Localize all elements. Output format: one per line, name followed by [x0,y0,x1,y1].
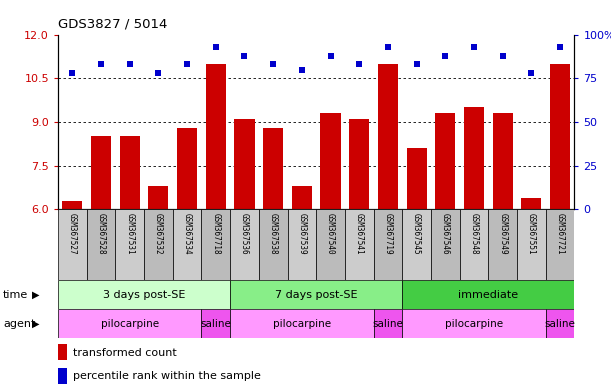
Text: GSM367528: GSM367528 [97,213,106,255]
Bar [87,209,115,280]
Bar [259,209,288,280]
Bar [321,113,340,209]
Bar [492,113,513,209]
Point [555,44,565,50]
Bar [120,136,140,209]
Text: GSM367551: GSM367551 [527,213,536,255]
Bar [148,186,169,209]
Bar [292,186,312,209]
Bar [546,209,574,280]
Text: GSM367527: GSM367527 [68,213,77,255]
Bar [402,280,574,309]
Point [182,61,192,67]
Text: pilocarpine: pilocarpine [445,318,503,329]
Text: pilocarpine: pilocarpine [101,318,159,329]
Bar [202,309,230,338]
Bar [58,280,230,309]
Bar [546,309,574,338]
Text: 3 days post-SE: 3 days post-SE [103,290,185,300]
Bar [373,209,402,280]
Bar [316,209,345,280]
Text: saline: saline [373,318,403,329]
Text: agent: agent [3,318,35,329]
Bar [58,344,67,360]
Bar [288,209,316,280]
Text: transformed count: transformed count [73,348,176,358]
Text: GSM367534: GSM367534 [183,213,192,255]
Bar [263,128,284,209]
Text: GSM367539: GSM367539 [298,213,306,255]
Bar [378,64,398,209]
Bar [202,209,230,280]
Bar [58,368,67,384]
Bar [177,128,197,209]
Text: 7 days post-SE: 7 days post-SE [275,290,357,300]
Bar [206,64,226,209]
Bar [402,309,546,338]
Text: pilocarpine: pilocarpine [273,318,331,329]
Point [125,61,134,67]
Text: ▶: ▶ [32,290,39,300]
Bar [58,209,87,280]
Text: GSM367546: GSM367546 [441,213,450,255]
Point [354,61,364,67]
Bar [488,209,517,280]
Point [211,44,221,50]
Text: GSM367538: GSM367538 [269,213,277,255]
Text: GSM367721: GSM367721 [555,213,565,255]
Bar [435,113,455,209]
Text: GSM367548: GSM367548 [469,213,478,255]
Text: GSM367545: GSM367545 [412,213,421,255]
Bar [345,209,373,280]
Bar [464,108,484,209]
Bar [144,209,173,280]
Bar [91,136,111,209]
Point [441,53,450,59]
Point [297,66,307,73]
Bar [62,200,82,209]
Bar [58,309,202,338]
Text: percentile rank within the sample: percentile rank within the sample [73,371,260,381]
Point [67,70,77,76]
Bar [431,209,459,280]
Bar [173,209,202,280]
Text: GSM367532: GSM367532 [154,213,163,255]
Text: GSM367536: GSM367536 [240,213,249,255]
Point [498,53,508,59]
Bar [406,148,426,209]
Bar [517,209,546,280]
Text: immediate: immediate [458,290,518,300]
Point [240,53,249,59]
Point [469,44,479,50]
Bar [373,309,402,338]
Point [527,70,536,76]
Point [153,70,163,76]
Text: GSM367719: GSM367719 [383,213,392,255]
Bar [235,119,255,209]
Text: GSM367549: GSM367549 [498,213,507,255]
Point [268,61,278,67]
Bar [550,64,570,209]
Text: GSM367540: GSM367540 [326,213,335,255]
Text: saline: saline [544,318,576,329]
Bar [230,280,402,309]
Text: time: time [3,290,28,300]
Point [412,61,422,67]
Bar [230,309,373,338]
Bar [230,209,259,280]
Bar [115,209,144,280]
Point [326,53,335,59]
Text: GDS3827 / 5014: GDS3827 / 5014 [58,17,167,30]
Point [96,61,106,67]
Text: GSM367531: GSM367531 [125,213,134,255]
Bar [402,209,431,280]
Text: ▶: ▶ [32,318,39,329]
Bar [349,119,369,209]
Text: GSM367541: GSM367541 [355,213,364,255]
Bar [459,209,488,280]
Text: GSM367718: GSM367718 [211,213,221,255]
Point [383,44,393,50]
Text: saline: saline [200,318,231,329]
Bar [521,198,541,209]
